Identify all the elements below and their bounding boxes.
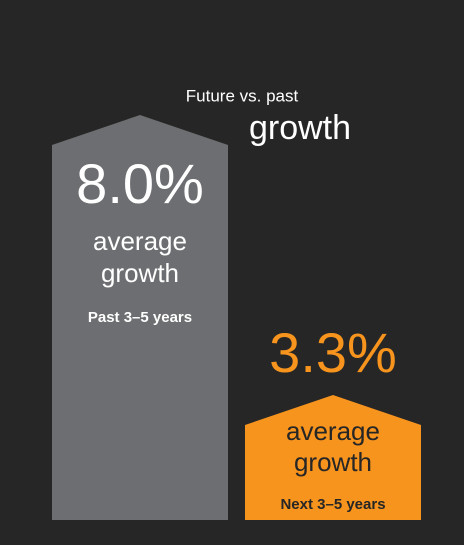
future-arrow [245, 395, 421, 520]
future-caption: average [286, 416, 380, 446]
past-caption: growth [101, 258, 179, 288]
future-caption: growth [294, 447, 372, 477]
past-arrow [52, 115, 228, 520]
future-period: Next 3–5 years [280, 496, 385, 513]
past-value: 8.0% [76, 152, 204, 215]
past-period: Past 3–5 years [88, 309, 192, 326]
title-line-2: growth [249, 109, 351, 147]
future-value: 3.3% [269, 321, 397, 384]
past-caption: average [93, 226, 187, 256]
title-line-1: Future vs. past [186, 86, 299, 105]
